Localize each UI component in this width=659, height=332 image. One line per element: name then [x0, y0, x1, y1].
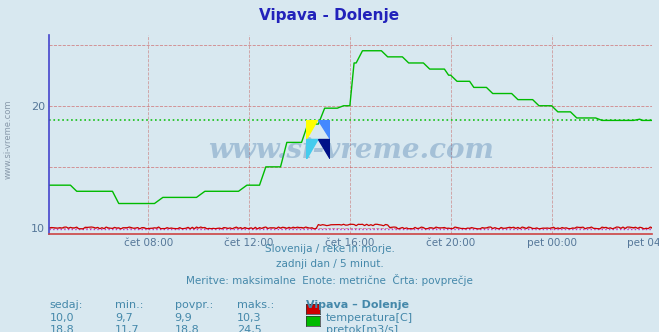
- Text: 10,0: 10,0: [49, 313, 74, 323]
- Polygon shape: [318, 139, 330, 159]
- Text: 18,8: 18,8: [49, 325, 74, 332]
- Text: www.si-vreme.com: www.si-vreme.com: [208, 137, 494, 164]
- Text: www.si-vreme.com: www.si-vreme.com: [3, 100, 13, 179]
- Text: 9,7: 9,7: [115, 313, 133, 323]
- Text: Meritve: maksimalne  Enote: metrične  Črta: povprečje: Meritve: maksimalne Enote: metrične Črta…: [186, 274, 473, 286]
- Text: 10,3: 10,3: [237, 313, 262, 323]
- Polygon shape: [306, 120, 318, 139]
- Text: temperatura[C]: temperatura[C]: [326, 313, 413, 323]
- Text: min.:: min.:: [115, 300, 144, 310]
- Text: 11,7: 11,7: [115, 325, 140, 332]
- Text: 18,8: 18,8: [175, 325, 200, 332]
- Text: Vipava – Dolenje: Vipava – Dolenje: [306, 300, 409, 310]
- Text: maks.:: maks.:: [237, 300, 275, 310]
- Text: pretok[m3/s]: pretok[m3/s]: [326, 325, 398, 332]
- Text: 9,9: 9,9: [175, 313, 192, 323]
- Polygon shape: [306, 139, 318, 159]
- Text: 24,5: 24,5: [237, 325, 262, 332]
- Text: Slovenija / reke in morje.: Slovenija / reke in morje.: [264, 244, 395, 254]
- Text: sedaj:: sedaj:: [49, 300, 83, 310]
- Text: Vipava - Dolenje: Vipava - Dolenje: [260, 8, 399, 23]
- Polygon shape: [318, 120, 330, 139]
- Text: zadnji dan / 5 minut.: zadnji dan / 5 minut.: [275, 259, 384, 269]
- Text: povpr.:: povpr.:: [175, 300, 213, 310]
